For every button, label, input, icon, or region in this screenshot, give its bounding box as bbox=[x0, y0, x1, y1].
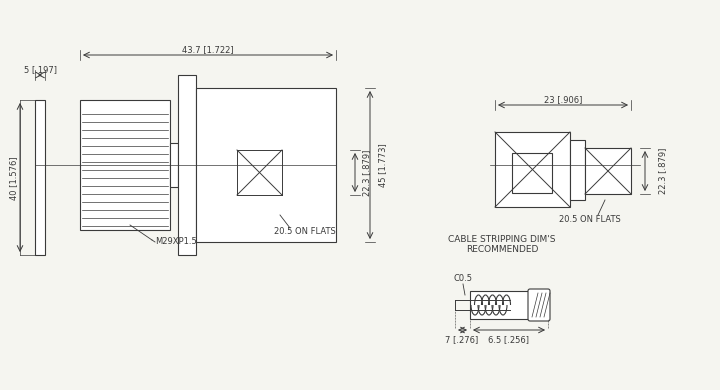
Bar bbox=[170, 143, 178, 187]
Text: 20.5 ON FLATS: 20.5 ON FLATS bbox=[559, 216, 621, 225]
Bar bbox=[512, 153, 552, 193]
Text: M29XP1.5: M29XP1.5 bbox=[155, 238, 197, 246]
Bar bbox=[196, 88, 336, 242]
Text: 43.7 [1.722]: 43.7 [1.722] bbox=[182, 45, 234, 54]
Text: 5 [.197]: 5 [.197] bbox=[24, 65, 56, 74]
Text: 22.3 [.879]: 22.3 [.879] bbox=[362, 150, 371, 196]
Bar bbox=[470, 291, 530, 319]
Bar bbox=[178, 75, 196, 255]
Text: CABLE STRIPPING DIM'S: CABLE STRIPPING DIM'S bbox=[449, 236, 556, 245]
Text: 23 [.906]: 23 [.906] bbox=[544, 95, 582, 104]
Text: 6.5 [.256]: 6.5 [.256] bbox=[488, 335, 529, 344]
Bar bbox=[35, 100, 45, 255]
Bar bbox=[570, 140, 585, 200]
Bar bbox=[80, 100, 170, 230]
Text: 22.3 [.879]: 22.3 [.879] bbox=[658, 148, 667, 194]
Text: 7 [.276]: 7 [.276] bbox=[446, 335, 479, 344]
Text: 20.5 ON FLATS: 20.5 ON FLATS bbox=[274, 227, 336, 236]
Text: 40 [1.576]: 40 [1.576] bbox=[9, 156, 19, 200]
Text: C0.5: C0.5 bbox=[454, 274, 472, 283]
Bar bbox=[495, 132, 570, 207]
Text: RECOMMENDED: RECOMMENDED bbox=[466, 245, 538, 255]
Bar bbox=[585, 148, 631, 194]
Text: 45 [1.773]: 45 [1.773] bbox=[378, 143, 387, 187]
FancyBboxPatch shape bbox=[528, 289, 550, 321]
